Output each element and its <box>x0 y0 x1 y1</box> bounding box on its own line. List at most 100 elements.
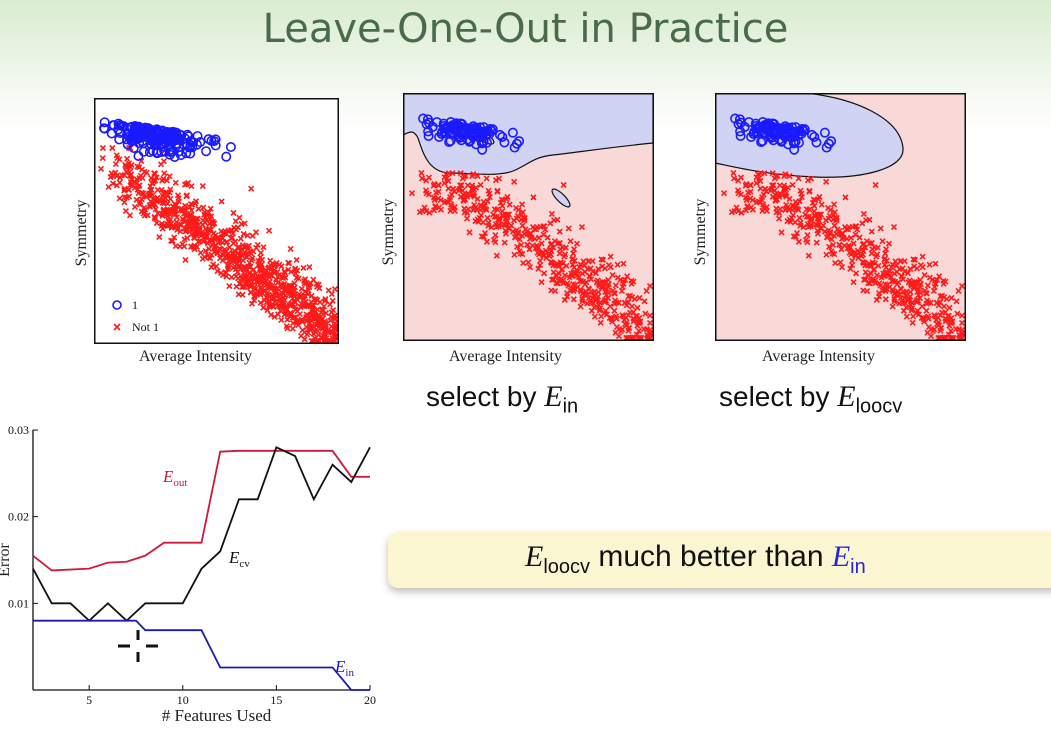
point-not1 <box>515 229 522 236</box>
point-not1 <box>540 231 547 238</box>
point-not1 <box>445 185 452 192</box>
point-not1 <box>458 182 465 189</box>
point-not1 <box>281 311 288 318</box>
point-class1 <box>774 134 785 145</box>
point-not1 <box>828 236 835 243</box>
point-not1 <box>191 242 198 249</box>
point-not1 <box>955 287 962 295</box>
point-not1 <box>210 230 217 237</box>
point-not1 <box>233 255 241 262</box>
point-not1 <box>307 326 314 333</box>
point-not1 <box>194 215 201 222</box>
point-not1 <box>571 257 578 264</box>
point-not1 <box>595 265 602 273</box>
point-not1 <box>882 250 889 257</box>
point-not1 <box>485 222 492 229</box>
point-class1 <box>507 127 518 138</box>
point-not1 <box>773 209 780 216</box>
point-not1 <box>408 190 416 197</box>
point-class1 <box>172 133 183 144</box>
point-not1 <box>852 223 859 230</box>
point-class1 <box>749 127 760 138</box>
point-not1 <box>266 227 273 234</box>
point-not1 <box>229 257 236 265</box>
point-not1 <box>316 311 323 319</box>
point-not1 <box>850 240 857 247</box>
point-not1 <box>795 175 802 182</box>
point-not1 <box>616 326 623 333</box>
point-not1 <box>161 170 168 177</box>
point-not1 <box>309 307 316 314</box>
point-not1 <box>292 270 299 277</box>
point-not1 <box>195 222 202 229</box>
play-button[interactable] <box>948 650 1020 718</box>
point-not1 <box>137 198 144 205</box>
point-not1 <box>188 183 195 190</box>
point-not1 <box>319 306 326 313</box>
point-not1 <box>919 264 926 271</box>
point-not1 <box>506 201 513 208</box>
point-not1 <box>457 170 464 177</box>
point-class1 <box>423 126 434 137</box>
point-not1 <box>143 193 150 200</box>
point-not1 <box>455 187 463 194</box>
point-not1 <box>896 291 903 298</box>
point-not1 <box>273 276 280 283</box>
point-not1 <box>816 217 823 224</box>
point-not1 <box>565 225 572 232</box>
point-not1 <box>864 272 871 279</box>
point-not1 <box>939 292 946 299</box>
point-not1 <box>263 299 270 306</box>
point-not1 <box>426 209 433 216</box>
point-not1 <box>280 274 287 282</box>
point-class1 <box>225 141 236 152</box>
point-not1 <box>287 245 294 252</box>
point-not1 <box>239 252 246 260</box>
point-not1 <box>591 304 598 311</box>
point-not1 <box>299 318 306 325</box>
point-class1 <box>201 146 212 157</box>
point-not1 <box>425 191 432 198</box>
point-not1 <box>802 236 810 244</box>
point-not1 <box>593 297 600 304</box>
point-not1 <box>888 263 895 271</box>
point-not1 <box>948 314 955 322</box>
point-not1 <box>235 275 242 282</box>
point-not1 <box>520 260 527 267</box>
point-not1 <box>554 240 561 247</box>
point-not1 <box>165 206 172 213</box>
point-not1 <box>122 163 130 170</box>
point-not1 <box>901 268 908 275</box>
callout-var1: E <box>525 540 544 573</box>
point-not1 <box>474 173 481 180</box>
point-not1 <box>131 203 139 210</box>
point-not1 <box>502 212 510 220</box>
legend-label-class1: 1 <box>132 298 138 312</box>
point-not1 <box>416 209 423 216</box>
point-not1 <box>917 281 924 288</box>
point-class1 <box>434 131 445 142</box>
point-not1 <box>627 292 634 299</box>
caption-select-by-eloocv: select by Eloocv <box>719 380 902 419</box>
point-not1 <box>581 262 588 269</box>
point-not1 <box>146 203 154 210</box>
legend: 1 Not 1 <box>112 298 159 334</box>
point-not1 <box>176 243 184 250</box>
point-not1 <box>183 213 190 220</box>
point-not1 <box>239 291 246 298</box>
point-not1 <box>449 170 456 177</box>
point-not1 <box>580 258 587 265</box>
point-not1 <box>124 155 131 162</box>
point-not1 <box>477 181 484 188</box>
point-not1 <box>877 282 884 289</box>
point-not1 <box>159 212 166 219</box>
point-not1 <box>431 180 438 188</box>
point-not1 <box>556 250 563 257</box>
point-not1 <box>813 239 820 246</box>
point-not1 <box>561 253 568 260</box>
point-not1 <box>823 178 830 185</box>
point-not1 <box>259 277 266 285</box>
point-not1 <box>244 232 251 239</box>
point-not1 <box>435 182 442 189</box>
point-class1 <box>126 121 137 132</box>
